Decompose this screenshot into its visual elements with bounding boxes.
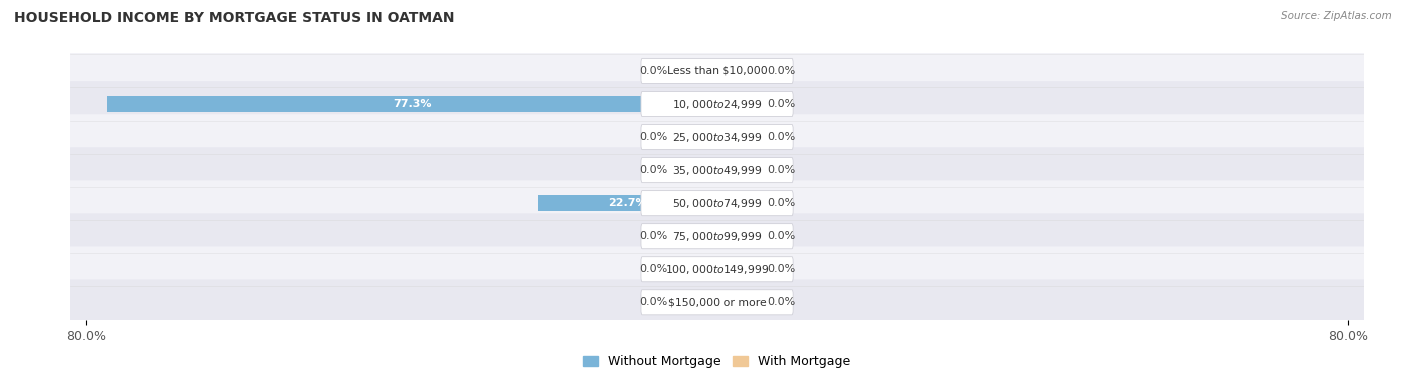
Text: $75,000 to $99,999: $75,000 to $99,999 bbox=[672, 230, 762, 243]
Text: 0.0%: 0.0% bbox=[640, 165, 668, 175]
Text: 0.0%: 0.0% bbox=[766, 99, 794, 109]
Bar bbox=[673, 261, 717, 277]
Text: 0.0%: 0.0% bbox=[640, 66, 668, 76]
Text: 0.0%: 0.0% bbox=[640, 132, 668, 142]
Text: Less than $10,000: Less than $10,000 bbox=[666, 66, 768, 76]
Bar bbox=[673, 63, 717, 79]
FancyBboxPatch shape bbox=[67, 147, 1367, 193]
Text: 0.0%: 0.0% bbox=[766, 297, 794, 307]
Text: 0.0%: 0.0% bbox=[766, 165, 794, 175]
Bar bbox=[717, 228, 761, 244]
Text: $35,000 to $49,999: $35,000 to $49,999 bbox=[672, 164, 762, 176]
FancyBboxPatch shape bbox=[67, 213, 1367, 259]
Text: 22.7%: 22.7% bbox=[609, 198, 647, 208]
FancyBboxPatch shape bbox=[641, 58, 793, 83]
FancyBboxPatch shape bbox=[67, 114, 1367, 160]
Text: $150,000 or more: $150,000 or more bbox=[668, 297, 766, 307]
FancyBboxPatch shape bbox=[641, 191, 793, 216]
FancyBboxPatch shape bbox=[641, 124, 793, 150]
Text: 0.0%: 0.0% bbox=[766, 264, 794, 274]
FancyBboxPatch shape bbox=[641, 224, 793, 249]
Text: HOUSEHOLD INCOME BY MORTGAGE STATUS IN OATMAN: HOUSEHOLD INCOME BY MORTGAGE STATUS IN O… bbox=[14, 11, 454, 25]
Bar bbox=[717, 129, 761, 145]
Text: 0.0%: 0.0% bbox=[640, 297, 668, 307]
Bar bbox=[717, 63, 761, 79]
Text: 0.0%: 0.0% bbox=[766, 132, 794, 142]
Text: Source: ZipAtlas.com: Source: ZipAtlas.com bbox=[1281, 11, 1392, 21]
Bar bbox=[717, 261, 761, 277]
Text: 0.0%: 0.0% bbox=[640, 264, 668, 274]
Text: $100,000 to $149,999: $100,000 to $149,999 bbox=[665, 263, 769, 276]
Text: 0.0%: 0.0% bbox=[766, 198, 794, 208]
FancyBboxPatch shape bbox=[67, 247, 1367, 292]
Text: $50,000 to $74,999: $50,000 to $74,999 bbox=[672, 197, 762, 210]
Text: 77.3%: 77.3% bbox=[392, 99, 432, 109]
Legend: Without Mortgage, With Mortgage: Without Mortgage, With Mortgage bbox=[578, 350, 856, 373]
Bar bbox=[538, 195, 717, 211]
Text: 0.0%: 0.0% bbox=[766, 66, 794, 76]
FancyBboxPatch shape bbox=[641, 92, 793, 116]
Bar bbox=[673, 96, 717, 112]
FancyBboxPatch shape bbox=[67, 279, 1367, 325]
FancyBboxPatch shape bbox=[641, 257, 793, 282]
Bar bbox=[717, 96, 761, 112]
FancyBboxPatch shape bbox=[67, 180, 1367, 226]
Text: 0.0%: 0.0% bbox=[640, 231, 668, 241]
Bar bbox=[673, 228, 717, 244]
Text: 0.0%: 0.0% bbox=[766, 231, 794, 241]
Bar bbox=[717, 294, 761, 310]
Bar bbox=[673, 162, 717, 178]
FancyBboxPatch shape bbox=[641, 290, 793, 315]
Bar bbox=[673, 129, 717, 145]
FancyBboxPatch shape bbox=[67, 48, 1367, 94]
FancyBboxPatch shape bbox=[67, 81, 1367, 127]
Bar bbox=[673, 294, 717, 310]
Bar bbox=[673, 195, 717, 211]
FancyBboxPatch shape bbox=[641, 158, 793, 182]
Text: $25,000 to $34,999: $25,000 to $34,999 bbox=[672, 130, 762, 144]
Text: $10,000 to $24,999: $10,000 to $24,999 bbox=[672, 98, 762, 110]
Bar bbox=[107, 96, 717, 112]
Bar bbox=[717, 162, 761, 178]
Bar bbox=[717, 195, 761, 211]
